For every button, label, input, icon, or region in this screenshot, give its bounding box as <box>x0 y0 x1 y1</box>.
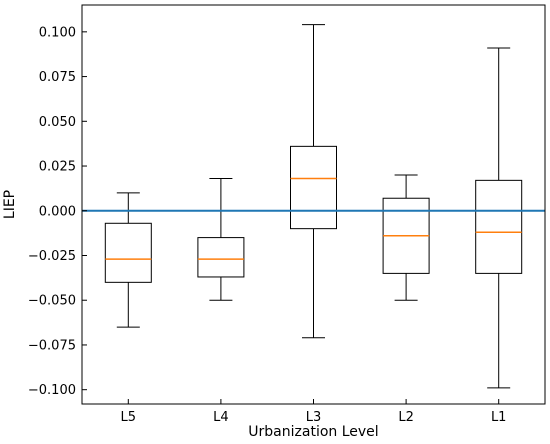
box-L2 <box>382 174 430 301</box>
y-tick-label: −0.025 <box>28 249 76 264</box>
y-tick-label: −0.100 <box>28 383 76 398</box>
y-tick-label: 0.050 <box>39 115 76 130</box>
iqr-box <box>475 179 523 274</box>
x-axis-title: Urbanization Level <box>248 424 378 440</box>
y-tick-label: 0.000 <box>39 204 76 219</box>
x-tick-label: L4 <box>213 410 229 425</box>
chart-marks <box>82 24 545 389</box>
y-tick-label: −0.075 <box>28 338 76 353</box>
box-L5 <box>104 192 152 328</box>
y-tick-label: 0.025 <box>39 160 76 175</box>
y-axis: −0.100 −0.075 −0.050 −0.025 0.000 0.025 0.050 0… <box>28 25 87 398</box>
box-L4 <box>197 178 245 301</box>
iqr-box <box>197 237 245 278</box>
y-axis-title: LIEP <box>2 190 18 219</box>
x-tick-label: L5 <box>121 410 137 425</box>
x-tick-label: L2 <box>398 410 414 425</box>
iqr-box <box>290 145 337 230</box>
x-tick-label: L1 <box>491 410 507 425</box>
box-L3 <box>290 24 337 339</box>
y-tick-label: 0.100 <box>39 25 76 40</box>
iqr-box <box>104 222 152 283</box>
x-tick-label: L3 <box>306 410 322 425</box>
x-axis: L5 L4 L3 L2 L1 <box>121 399 507 425</box>
y-tick-label: 0.075 <box>39 70 76 85</box>
y-tick-label: −0.050 <box>28 294 76 309</box>
box-L1 <box>475 47 523 389</box>
